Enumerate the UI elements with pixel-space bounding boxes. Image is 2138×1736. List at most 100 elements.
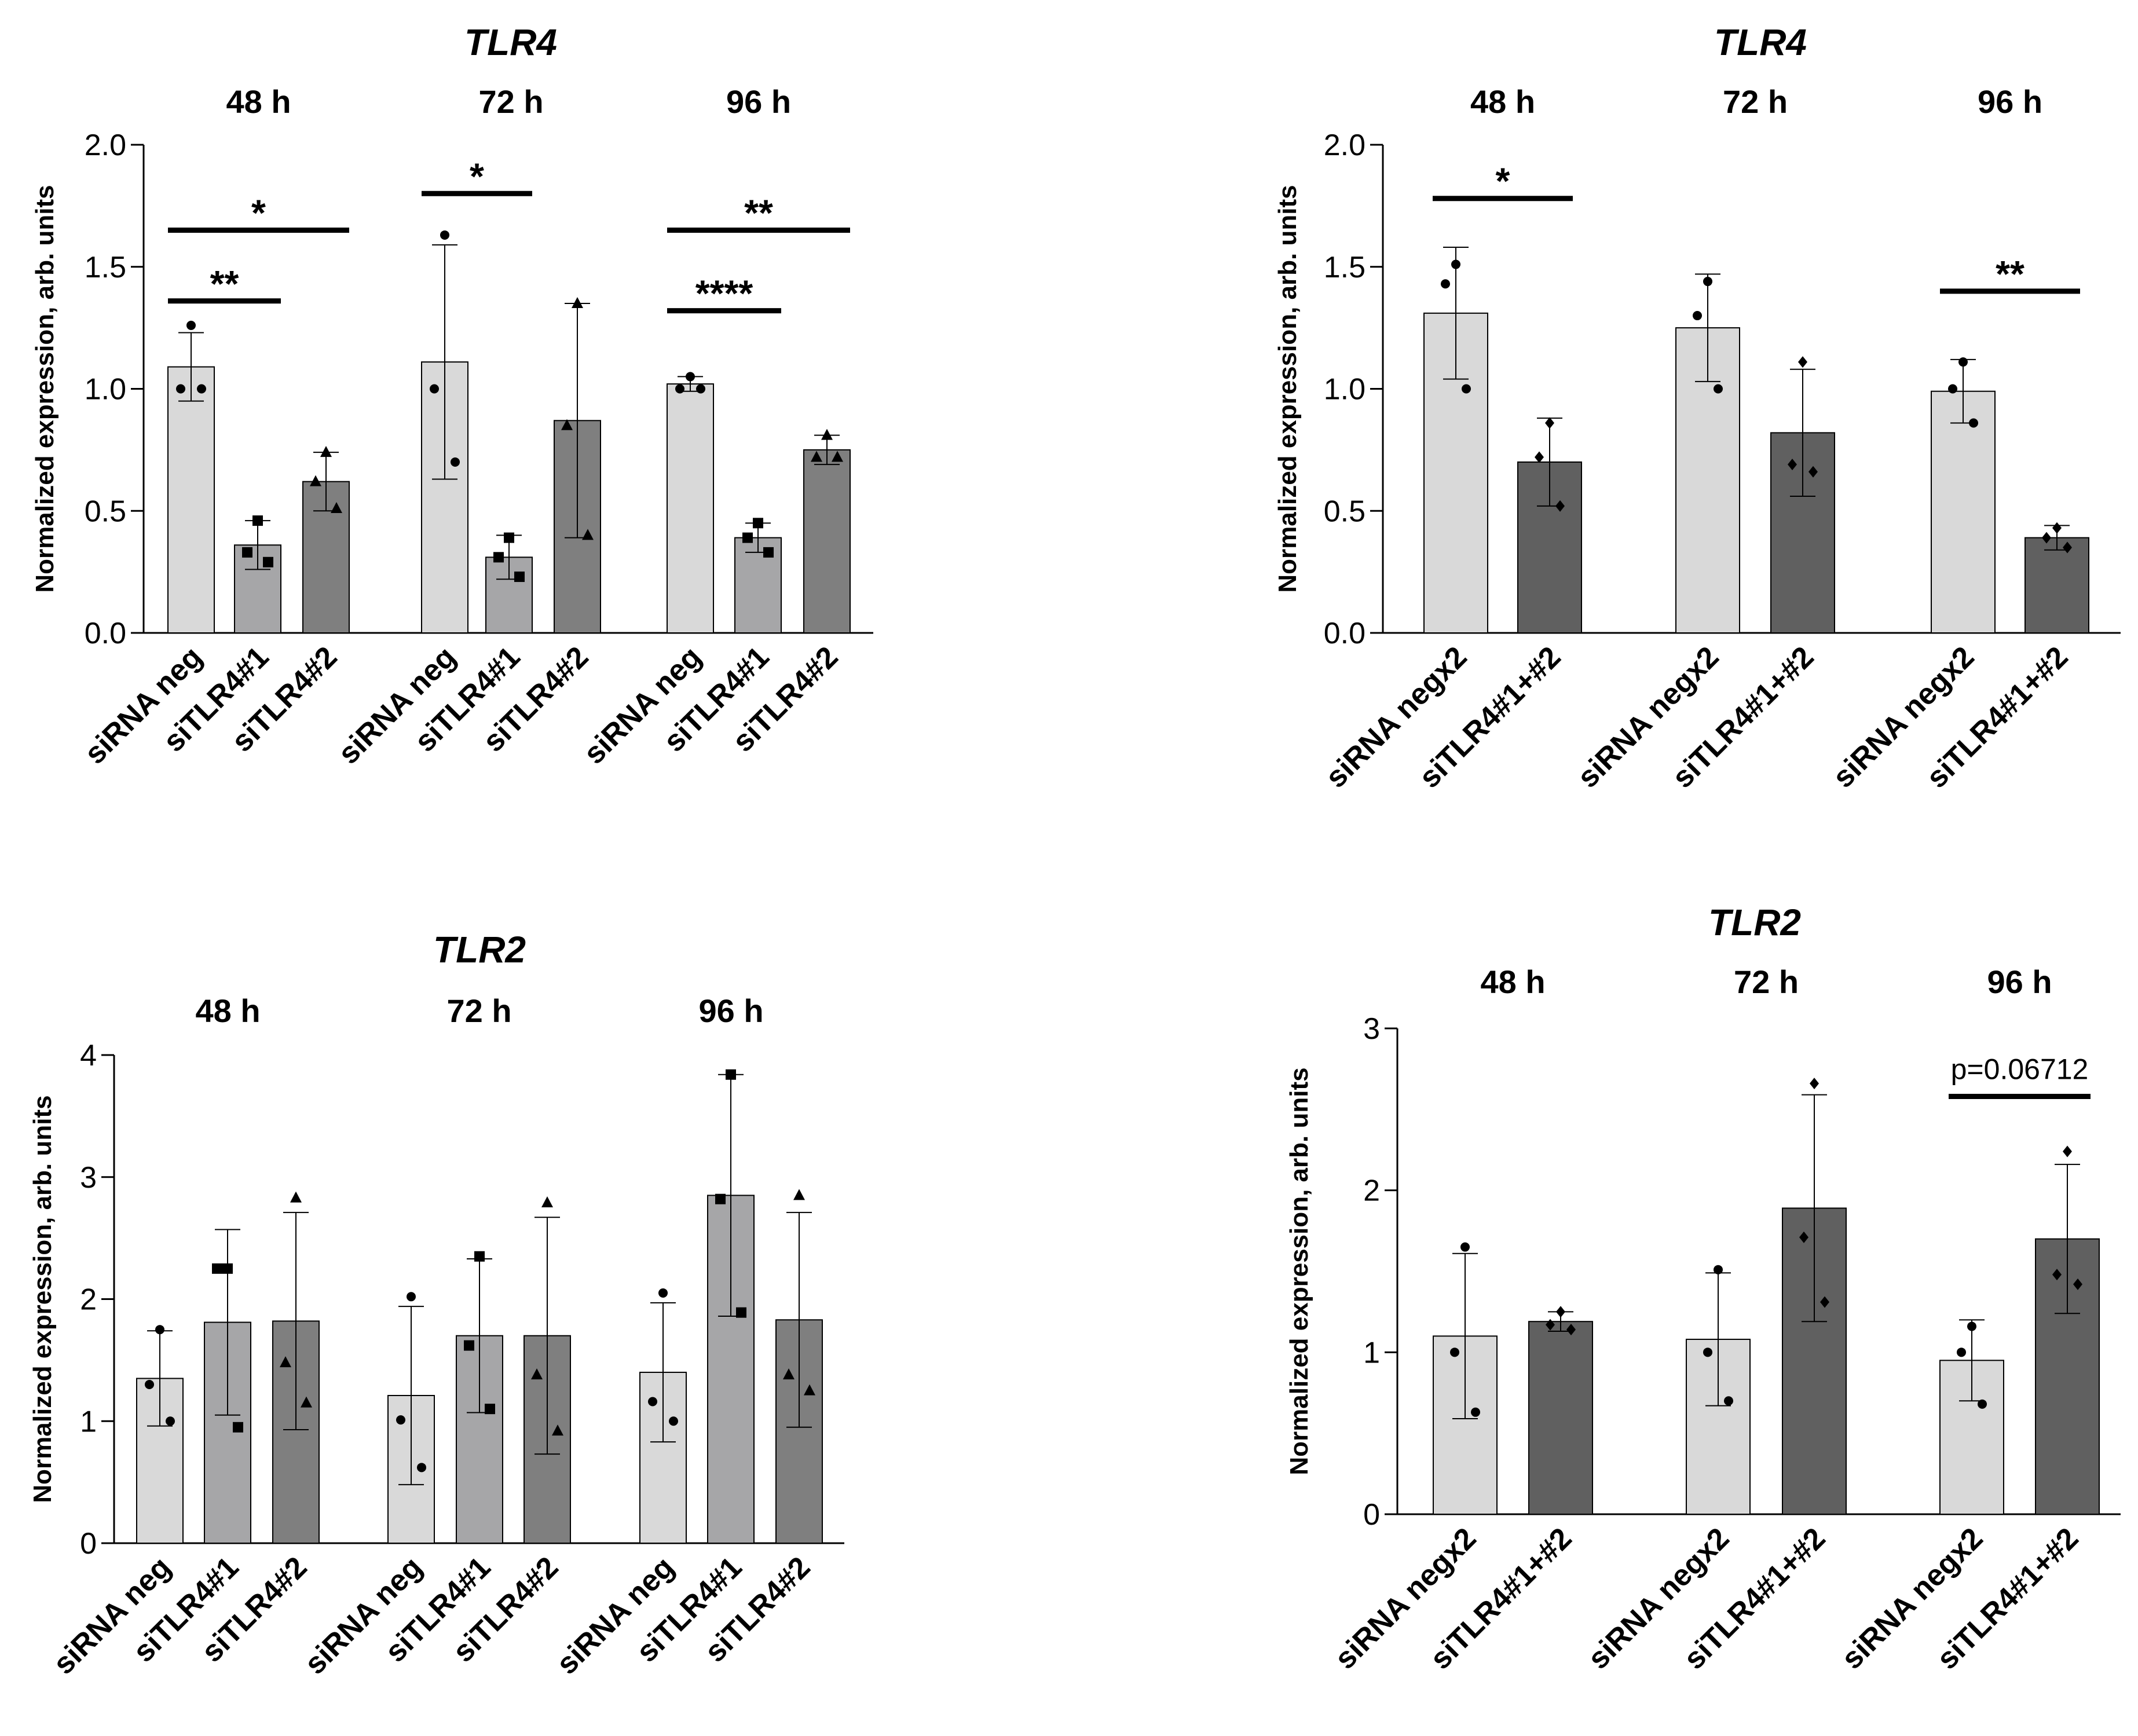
data-point <box>186 320 196 330</box>
data-point <box>1471 1407 1480 1417</box>
chart-panel-tlr4-left: TLR4 Normalized expression, arb. units 0.0… <box>31 21 873 771</box>
y-tick-label: 1.0 <box>85 373 126 406</box>
data-point <box>1546 1319 1555 1331</box>
data-point <box>1957 1347 1966 1357</box>
y-tick-label: 2 <box>80 1283 97 1317</box>
data-point <box>1555 500 1565 512</box>
data-point <box>474 1251 485 1262</box>
group-label: 48 h <box>195 992 260 1029</box>
group-label: 72 h <box>1734 964 1799 1000</box>
data-point <box>166 1416 175 1426</box>
data-point <box>1948 384 1957 394</box>
data-point <box>155 1325 164 1335</box>
significance-label: * <box>1496 160 1510 202</box>
y-tick-label: 0.0 <box>1324 617 1365 650</box>
data-point <box>1810 1078 1819 1090</box>
data-point <box>2052 522 2062 534</box>
y-tick-label: 0 <box>80 1527 97 1561</box>
data-point <box>301 1396 312 1408</box>
data-point <box>2063 541 2072 554</box>
data-point <box>669 1416 678 1426</box>
group-label: 72 h <box>446 992 511 1029</box>
data-point <box>793 1189 805 1200</box>
y-tick-label: 2.0 <box>1324 129 1365 162</box>
data-point <box>417 1463 426 1473</box>
data-point <box>504 532 514 543</box>
data-point <box>541 1196 553 1208</box>
data-point <box>1556 1306 1565 1318</box>
data-point <box>753 518 763 529</box>
data-point <box>1798 356 1807 368</box>
data-point <box>331 502 342 514</box>
data-point <box>832 451 843 462</box>
data-point <box>493 552 504 563</box>
bar <box>734 537 782 633</box>
y-tick-label: 0.5 <box>1324 495 1365 528</box>
data-point <box>212 1263 222 1274</box>
bar <box>1931 390 1996 634</box>
data-point <box>552 1424 563 1436</box>
data-point <box>1566 1324 1576 1336</box>
group-label: 96 h <box>698 992 763 1029</box>
bar <box>667 383 714 633</box>
data-point <box>1460 1242 1470 1252</box>
y-tick-label: 4 <box>80 1039 97 1072</box>
data-point <box>485 1404 495 1415</box>
data-point <box>726 1069 736 1080</box>
data-point <box>1978 1399 1987 1409</box>
data-point <box>1462 384 1471 394</box>
data-point <box>531 1368 543 1380</box>
data-point <box>2042 532 2051 544</box>
significance-label: ** <box>1996 253 2024 295</box>
data-point <box>430 384 439 394</box>
chart-title: TLR2 <box>1708 902 1801 943</box>
y-tick-label: 1.5 <box>1324 251 1365 284</box>
data-point <box>811 451 822 462</box>
data-point <box>561 419 573 430</box>
data-point <box>514 572 525 583</box>
data-point <box>1535 451 1544 463</box>
data-point <box>396 1415 405 1425</box>
data-point <box>310 475 321 486</box>
significance-label: ** <box>744 192 773 234</box>
data-point <box>675 384 684 394</box>
group-label: 96 h <box>726 83 791 120</box>
data-point <box>582 529 594 540</box>
data-point <box>2063 1145 2072 1158</box>
data-point <box>222 1263 233 1274</box>
y-tick-label: 1 <box>80 1405 97 1438</box>
data-point <box>197 384 206 394</box>
y-tick-label: 1 <box>1363 1336 1380 1369</box>
data-point <box>572 296 583 308</box>
bar <box>803 449 851 633</box>
data-point <box>2073 1278 2082 1290</box>
bar <box>1528 1321 1593 1515</box>
data-point <box>176 384 185 394</box>
y-tick-label: 0 <box>1363 1498 1380 1532</box>
chart-title: TLR2 <box>433 929 526 970</box>
y-tick-label: 1.5 <box>85 251 126 284</box>
data-point <box>1545 417 1554 429</box>
group-label: 48 h <box>1480 964 1545 1000</box>
data-point <box>242 547 252 558</box>
data-point <box>686 372 695 382</box>
y-axis-label: Normalized expression, arb. units <box>1285 1067 1313 1475</box>
group-label: 48 h <box>226 83 291 120</box>
data-point <box>736 1307 746 1318</box>
data-point <box>763 547 774 558</box>
y-axis-label: Normalized expression, arb. units <box>28 1095 57 1503</box>
data-point <box>440 230 449 240</box>
data-point <box>1714 384 1723 394</box>
bar <box>167 366 215 633</box>
data-point <box>407 1292 416 1302</box>
data-point <box>451 457 460 467</box>
data-point <box>1808 466 1818 478</box>
chart-panel-tlr4-right: TLR4 Normalized expression, arb. units 0.0… <box>1273 21 2121 794</box>
group-label: 72 h <box>478 83 543 120</box>
y-tick-label: 0.0 <box>85 617 126 650</box>
bar <box>421 361 468 633</box>
group-label: 96 h <box>1978 83 2042 120</box>
data-point <box>742 532 753 543</box>
data-point <box>1450 1347 1459 1357</box>
